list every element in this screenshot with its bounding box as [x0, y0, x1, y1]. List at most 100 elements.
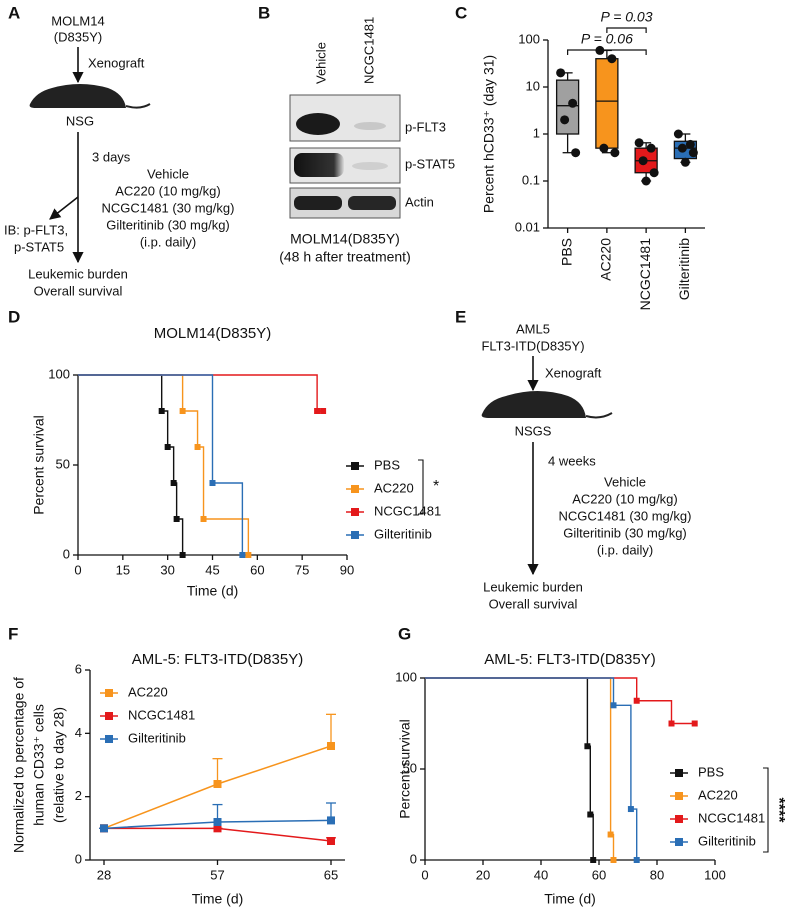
survival-curve	[78, 374, 184, 555]
x-axis-title: Time (d)	[544, 891, 596, 907]
schematic-e: AML5 FLT3-ITD(D835Y) Xenograft NSGS 4 we…	[481, 321, 691, 611]
treatment: NCGC1481 (30 mg/kg)	[559, 508, 692, 523]
mouse	[481, 391, 586, 418]
x-tick-label: PBS	[558, 238, 574, 266]
host: NSG	[66, 113, 94, 128]
legend-label: PBS	[698, 764, 724, 779]
cell-line: (D835Y)	[54, 29, 102, 44]
survival-curve	[78, 374, 250, 555]
y-tick-label: 100	[395, 669, 417, 684]
survival-marker	[239, 552, 246, 558]
line-marker	[327, 742, 335, 750]
legend-label: AC220	[698, 787, 738, 802]
cell-line: FLT3-ITD(D835Y)	[481, 338, 584, 353]
outcome: Overall survival	[489, 596, 578, 611]
p-value: P = 0.06	[581, 31, 633, 47]
x-tick-label: 28	[97, 867, 111, 882]
survival-marker	[668, 720, 675, 727]
step: 4 weeks	[548, 453, 596, 468]
treatment: NCGC1481 (30 mg/kg)	[102, 200, 235, 215]
band	[354, 122, 386, 130]
line-marker	[100, 824, 108, 833]
step: Xenograft	[88, 55, 145, 70]
y-axis-title: human CD33⁺ cells	[31, 704, 47, 826]
survival-marker	[320, 408, 327, 414]
legend-label: PBS	[374, 457, 400, 472]
legend-marker	[675, 815, 683, 823]
legend-marker	[105, 712, 113, 720]
treatment: AC220 (10 mg/kg)	[572, 491, 678, 506]
legend-marker	[675, 769, 683, 777]
mouse	[29, 84, 127, 108]
significance-mark: ****	[770, 798, 787, 824]
line-marker	[213, 818, 222, 826]
treatment: AC220 (10 mg/kg)	[115, 183, 221, 198]
outcome: Leukemic burden	[28, 266, 128, 281]
y-axis-title: Percent survival	[31, 415, 47, 515]
data-point	[556, 68, 566, 78]
significance-bracket	[418, 459, 424, 515]
survival-marker	[610, 857, 617, 863]
survival-curve	[425, 677, 615, 860]
y-tick-label: 6	[75, 661, 82, 676]
panel-label: F	[8, 624, 18, 643]
caption: (48 h after treatment)	[279, 249, 411, 265]
data-point	[688, 148, 698, 158]
x-tick-label: NCGC1481	[637, 238, 653, 311]
panel-label: B	[258, 3, 270, 22]
survival-marker	[610, 702, 617, 709]
readout: p-STAT5	[14, 239, 64, 254]
x-tick-label: 90	[340, 562, 354, 577]
data-point	[685, 139, 695, 149]
chart-title: MOLM14(D835Y)	[154, 325, 272, 342]
survival-marker	[584, 743, 591, 750]
y-tick-label: 4	[75, 725, 82, 740]
x-tick-label: 30	[160, 562, 174, 577]
survival-curve	[425, 677, 695, 725]
line-marker	[213, 780, 222, 788]
survival-curve	[425, 677, 638, 860]
y-tick-label: 100	[48, 366, 70, 381]
survival-marker	[158, 408, 165, 414]
y-axis-title: Normalized to percentage of	[11, 677, 27, 853]
significance-bracket	[567, 49, 647, 55]
mouse-tail	[125, 103, 151, 109]
x-tick-label: 0	[74, 562, 81, 577]
legend-label: Gilteritinib	[128, 730, 186, 745]
y-axis-title: (relative to day 28)	[51, 707, 67, 823]
treatment: Gilteritinib (30 mg/kg)	[106, 217, 230, 232]
band-label: Actin	[405, 194, 434, 209]
x-tick-label: 80	[650, 867, 664, 882]
panel-label: D	[8, 307, 20, 326]
lane-label: NCGC1481	[361, 17, 376, 84]
band	[352, 162, 388, 170]
treatment: (i.p. daily)	[597, 542, 653, 557]
line-marker	[327, 816, 335, 825]
legend-label: AC220	[128, 684, 168, 699]
host: NSGS	[515, 423, 552, 438]
chart-title: AML-5: FLT3-ITD(D835Y)	[484, 651, 655, 668]
survival-curve	[78, 374, 244, 555]
panel-label: C	[455, 3, 467, 22]
panel-label: A	[8, 3, 20, 22]
survival-curve	[78, 374, 324, 412]
panel-label: E	[455, 307, 466, 326]
x-tick-label: 40	[534, 867, 548, 882]
caption: MOLM14(D835Y)	[290, 231, 400, 247]
x-tick-label: 100	[704, 867, 726, 882]
arrow	[49, 196, 79, 220]
legend-label: Gilteritinib	[698, 833, 756, 848]
significance-mark: *	[433, 478, 439, 495]
data-point	[568, 98, 578, 108]
band	[294, 196, 342, 210]
band	[294, 153, 344, 177]
x-tick-label: 45	[205, 562, 219, 577]
band-label: p-FLT3	[405, 119, 446, 134]
band-label: p-STAT5	[405, 156, 455, 171]
box	[555, 79, 580, 135]
box	[595, 58, 619, 149]
lane-label: Vehicle	[313, 42, 328, 84]
y-tick-label: 1	[533, 125, 540, 140]
legend-label: NCGC1481	[128, 707, 195, 722]
